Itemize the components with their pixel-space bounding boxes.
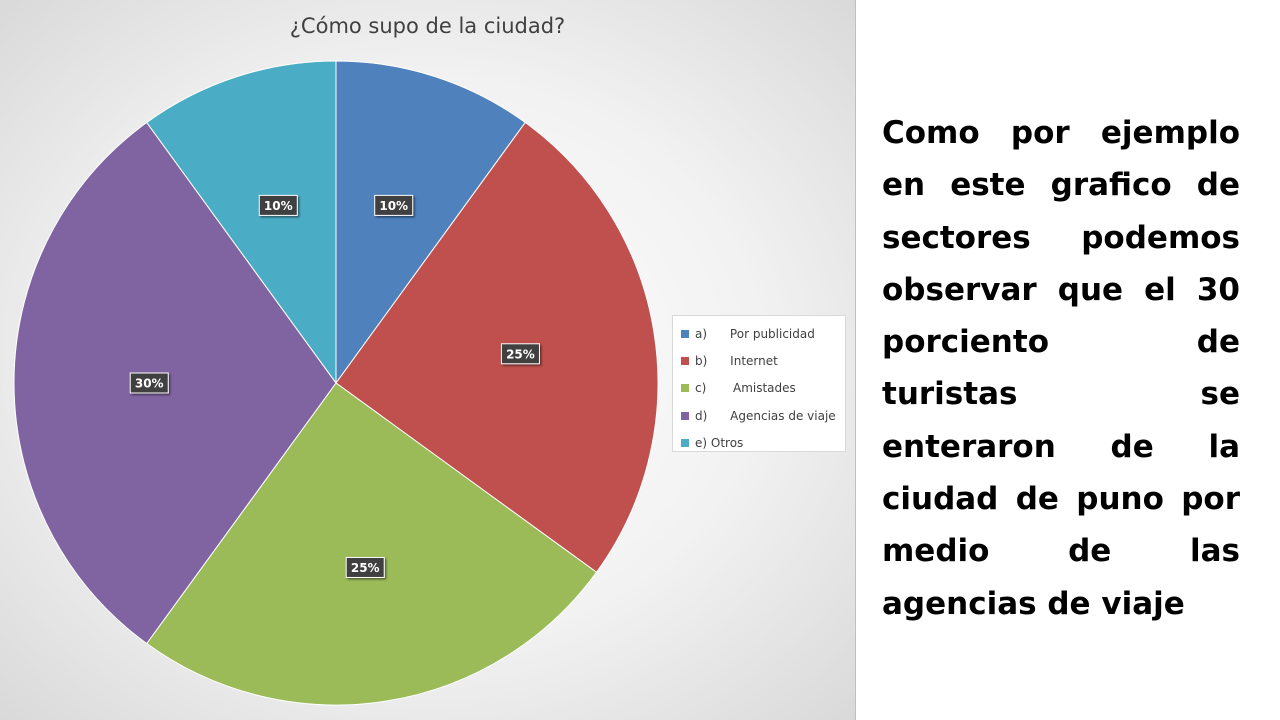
data-label-internet: 25% (500, 343, 540, 365)
legend-item-otros: e) Otros (681, 430, 845, 457)
pie-chart: 10% 25% 25% 30% 10% (13, 60, 659, 706)
chart-legend: a) Por publicidad b) Internet c) Amistades… (672, 315, 846, 452)
legend-item-internet: b) Internet (681, 347, 845, 374)
svg-text:25%: 25% (506, 347, 535, 361)
svg-text:30%: 30% (135, 377, 164, 391)
legend-swatch (681, 411, 689, 420)
legend-item-publicidad: a) Por publicidad (681, 320, 845, 347)
svg-text:10%: 10% (264, 199, 293, 213)
svg-text:25%: 25% (351, 561, 380, 575)
data-label-amistades: 25% (345, 556, 385, 578)
legend-label: a) Por publicidad (695, 326, 815, 341)
data-label-otros: 10% (258, 194, 298, 216)
legend-label: b) Internet (695, 354, 778, 369)
legend-swatch (681, 384, 689, 393)
chart-title: ¿Cómo supo de la ciudad? (289, 14, 566, 38)
pie-slice-publicidad (335, 60, 526, 385)
legend-item-agencias: d) Agencias de viaje (681, 402, 845, 429)
data-label-agencias: 30% (129, 372, 169, 394)
chart-area: 10% 25% 25% 30% 10% ¿Cómo supo de la ciudad?… (0, 0, 856, 720)
svg-text:10%: 10% (379, 199, 408, 213)
pie-slice-otros (146, 60, 337, 385)
legend-swatch (681, 439, 689, 448)
legend-swatch (681, 357, 689, 366)
legend-item-amistades: c) Amistades (681, 375, 845, 402)
legend-label: c) Amistades (695, 381, 796, 396)
pie-slice-amistades (146, 382, 598, 706)
pie-slice-agencias (13, 121, 337, 645)
legend-label: d) Agencias de viaje (695, 408, 836, 423)
data-label-publicidad: 10% (374, 194, 414, 216)
legend-swatch (681, 329, 689, 338)
legend-label: e) Otros (695, 436, 744, 451)
description-text: Como por ejemplo en este grafico de sect… (882, 115, 1240, 622)
pie-slice-internet (335, 121, 659, 573)
